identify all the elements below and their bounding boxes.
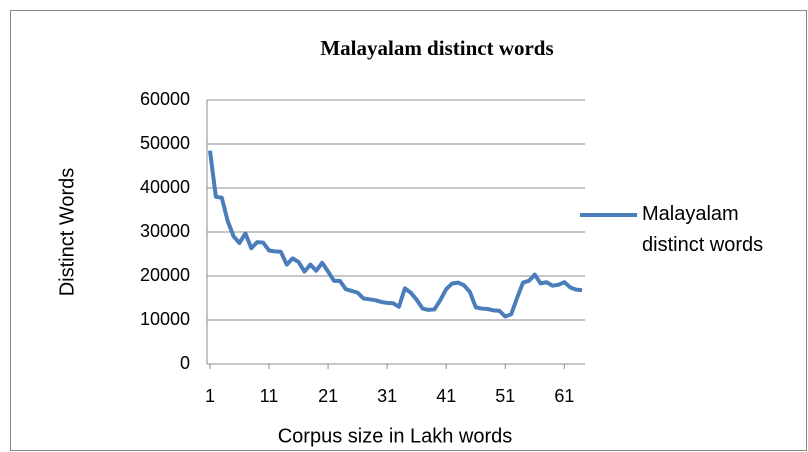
x-tick-label: 61 (554, 386, 574, 406)
y-axis-label: Distinct Words (56, 168, 78, 297)
legend-label: Malayalam distinct words (642, 203, 764, 256)
x-tick-label: 51 (495, 386, 515, 406)
x-tick-label: 11 (260, 386, 279, 406)
x-tick-label: 21 (318, 386, 338, 406)
y-tick-label: 30000 (140, 221, 190, 241)
y-tick-label: 40000 (140, 177, 190, 197)
x-tick-label: 31 (377, 386, 397, 406)
chart-frame (10, 10, 807, 451)
y-tick-label: 50000 (140, 133, 190, 153)
line-series (207, 150, 583, 319)
chart-title: Malayalam distinct words (320, 36, 553, 60)
y-tick-label: 10000 (140, 309, 190, 329)
y-tick-label: 60000 (140, 89, 190, 109)
y-tick-label: 0 (180, 353, 190, 373)
x-tick-label: 1 (205, 386, 215, 406)
x-axis-label: Corpus size in Lakh words (278, 425, 513, 447)
x-tick-label: 41 (436, 386, 456, 406)
y-tick-label: 20000 (140, 265, 190, 285)
legend-entry: Malayalam distinct words (642, 203, 764, 256)
